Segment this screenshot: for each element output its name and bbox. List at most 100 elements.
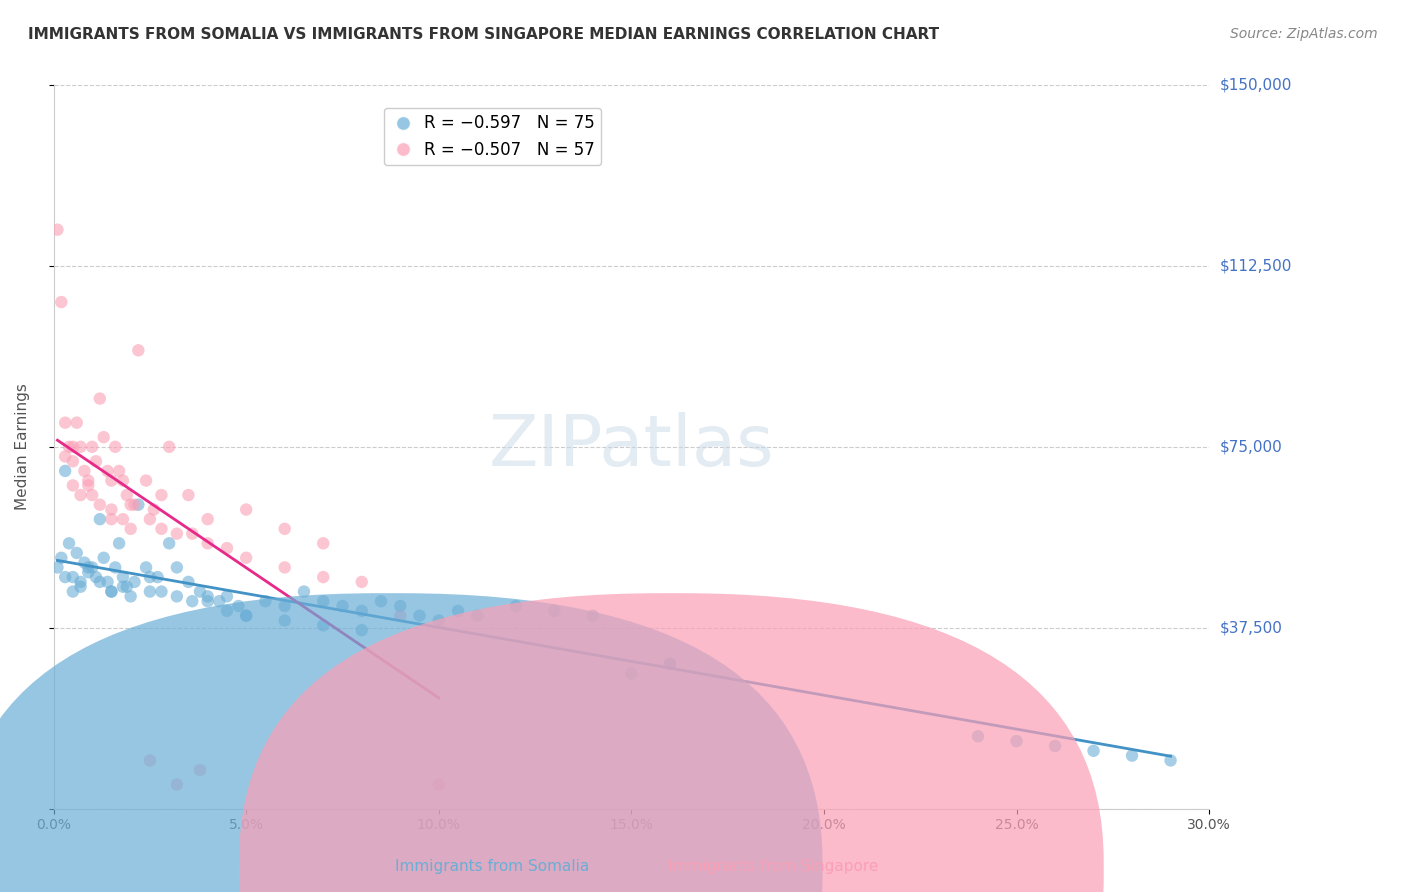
Point xyxy=(108,536,131,550)
Point xyxy=(73,556,96,570)
Point xyxy=(104,560,127,574)
Point xyxy=(58,536,80,550)
Point xyxy=(157,536,180,550)
Point xyxy=(69,488,91,502)
Point xyxy=(120,590,142,604)
Point xyxy=(188,584,211,599)
Point xyxy=(235,502,257,516)
Point xyxy=(181,594,204,608)
Point xyxy=(139,570,162,584)
Point xyxy=(235,608,257,623)
Point xyxy=(77,478,100,492)
Point xyxy=(46,560,69,574)
Point xyxy=(157,440,180,454)
Point xyxy=(89,498,111,512)
Point xyxy=(188,763,211,777)
Point xyxy=(115,580,138,594)
Point xyxy=(312,570,335,584)
Point xyxy=(120,522,142,536)
Point xyxy=(89,512,111,526)
Point xyxy=(51,550,73,565)
Point xyxy=(62,454,84,468)
Point xyxy=(273,560,295,574)
Point xyxy=(58,440,80,454)
Point xyxy=(93,550,115,565)
Point xyxy=(89,392,111,406)
Point xyxy=(332,599,354,613)
Point xyxy=(62,584,84,599)
Point xyxy=(389,599,412,613)
Point xyxy=(62,478,84,492)
Point xyxy=(62,570,84,584)
Point xyxy=(215,541,238,555)
Y-axis label: Median Earnings: Median Earnings xyxy=(15,384,30,510)
Point xyxy=(1005,734,1028,748)
Point xyxy=(111,580,134,594)
Point xyxy=(166,560,188,574)
Point xyxy=(273,614,295,628)
Point xyxy=(53,464,76,478)
Point xyxy=(84,570,107,584)
Point xyxy=(215,590,238,604)
Point xyxy=(582,608,605,623)
Text: Source: ZipAtlas.com: Source: ZipAtlas.com xyxy=(1230,27,1378,41)
Point xyxy=(111,474,134,488)
Point xyxy=(139,584,162,599)
Point xyxy=(427,778,450,792)
Point xyxy=(166,778,188,792)
Point xyxy=(312,618,335,632)
Point xyxy=(658,657,681,671)
Point xyxy=(215,604,238,618)
Point xyxy=(150,488,173,502)
Point xyxy=(104,440,127,454)
Point xyxy=(197,590,219,604)
Point xyxy=(427,614,450,628)
Point xyxy=(53,570,76,584)
Point xyxy=(82,488,104,502)
Point xyxy=(120,498,142,512)
Point xyxy=(273,599,295,613)
Point xyxy=(69,440,91,454)
Point xyxy=(197,536,219,550)
Point xyxy=(1160,753,1182,767)
Point xyxy=(77,560,100,574)
Point xyxy=(100,512,122,526)
Point xyxy=(100,584,122,599)
Point xyxy=(181,526,204,541)
Point xyxy=(967,729,990,743)
Point xyxy=(166,526,188,541)
Point xyxy=(465,608,488,623)
Point xyxy=(350,574,373,589)
Point xyxy=(370,594,392,608)
Point xyxy=(124,574,146,589)
Point xyxy=(166,590,188,604)
Point xyxy=(124,498,146,512)
Point xyxy=(447,604,470,618)
Point xyxy=(208,594,231,608)
Point xyxy=(150,584,173,599)
Point xyxy=(142,502,165,516)
Point xyxy=(100,584,122,599)
Point xyxy=(100,474,122,488)
Text: $75,000: $75,000 xyxy=(1220,439,1282,454)
Point xyxy=(66,546,89,560)
Point xyxy=(146,570,169,584)
Point xyxy=(96,574,118,589)
Point xyxy=(312,594,335,608)
Point xyxy=(150,522,173,536)
Point xyxy=(82,560,104,574)
Point xyxy=(127,498,149,512)
Point xyxy=(197,594,219,608)
Point xyxy=(273,522,295,536)
Point xyxy=(408,608,430,623)
Point xyxy=(312,536,335,550)
Point xyxy=(177,574,200,589)
Point xyxy=(350,604,373,618)
Point xyxy=(197,512,219,526)
Point xyxy=(53,416,76,430)
Point xyxy=(62,440,84,454)
Point xyxy=(66,416,89,430)
Point xyxy=(1121,748,1143,763)
Point xyxy=(51,295,73,310)
Point xyxy=(89,574,111,589)
